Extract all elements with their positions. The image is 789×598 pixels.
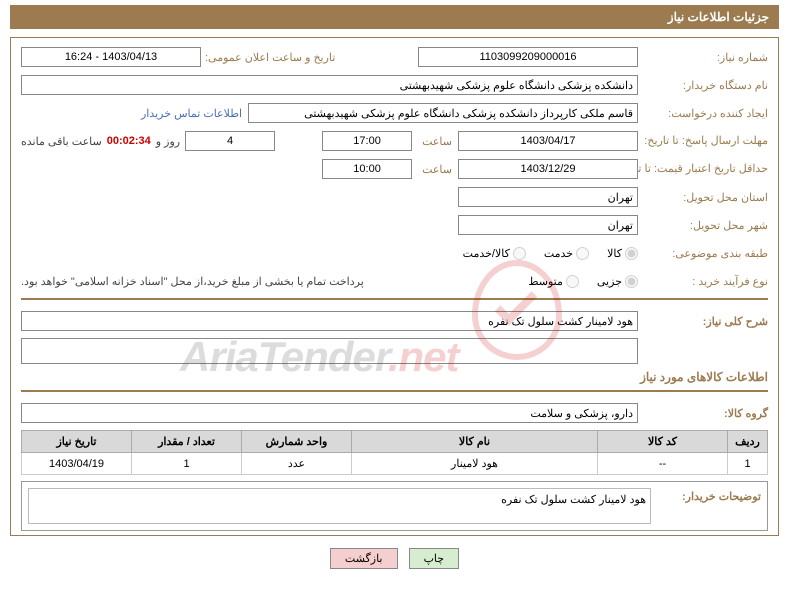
- items-table: ردیفکد کالانام کالاواحد شمارشتعداد / مقد…: [21, 430, 768, 475]
- divider-2: [21, 390, 768, 392]
- requester-value: قاسم ملکی کارپرداز دانشکده پزشکی دانشگاه…: [248, 103, 638, 123]
- table-cell: هود لامینار: [352, 453, 598, 475]
- need-no-value: 1103099209000016: [418, 47, 638, 67]
- table-cell: 1: [132, 453, 242, 475]
- category-label: طبقه بندی موضوعی:: [638, 247, 768, 260]
- divider-1: [21, 298, 768, 300]
- need-no-label: شماره نیاز:: [638, 51, 768, 64]
- remaining-label: ساعت باقی مانده: [21, 135, 102, 148]
- table-row: 1--هود لامینارعدد11403/04/19: [22, 453, 768, 475]
- city-value: تهران: [458, 215, 638, 235]
- details-panel: AriaTender.net شماره نیاز: 1103099209000…: [10, 37, 779, 536]
- deadline-date: 1403/04/17: [458, 131, 638, 151]
- panel-header: جزئیات اطلاعات نیاز: [10, 5, 779, 29]
- radio-goods[interactable]: کالا: [607, 247, 638, 260]
- payment-note: پرداخت تمام یا بخشی از مبلغ خرید،از محل …: [21, 275, 510, 288]
- validity-time: 10:00: [322, 159, 412, 179]
- days-and-label: روز و: [156, 135, 180, 148]
- deadline-time: 17:00: [322, 131, 412, 151]
- time-label-2: ساعت: [418, 163, 452, 176]
- back-button[interactable]: بازگشت: [330, 548, 398, 569]
- table-header: ردیف: [728, 431, 768, 453]
- table-header: تاریخ نیاز: [22, 431, 132, 453]
- deadline-label: مهلت ارسال پاسخ: تا تاریخ:: [638, 134, 768, 148]
- countdown: 00:02:34: [107, 135, 151, 147]
- days-remaining: 4: [185, 131, 275, 151]
- goods-group-label: گروه کالا:: [638, 407, 768, 420]
- general-desc-extra: [21, 338, 638, 364]
- buyer-org-value: دانشکده پزشکی دانشگاه علوم پزشکی شهیدبهش…: [21, 75, 638, 95]
- buyer-notes-label: توضیحات خریدار:: [651, 488, 761, 503]
- table-header: نام کالا: [352, 431, 598, 453]
- city-label: شهر محل تحویل:: [638, 219, 768, 232]
- radio-service[interactable]: خدمت: [544, 247, 589, 260]
- radio-minor[interactable]: جزیی: [597, 275, 638, 288]
- general-desc-value: هود لامینار کشت سلول تک نفره: [21, 311, 638, 331]
- print-button[interactable]: چاپ: [409, 548, 460, 569]
- province-label: استان محل تحویل:: [638, 191, 768, 204]
- time-label-1: ساعت: [418, 135, 452, 148]
- validity-date: 1403/12/29: [458, 159, 638, 179]
- table-cell: --: [598, 453, 728, 475]
- table-header: تعداد / مقدار: [132, 431, 242, 453]
- table-header: واحد شمارش: [242, 431, 352, 453]
- province-value: تهران: [458, 187, 638, 207]
- table-cell: 1: [728, 453, 768, 475]
- announce-label: تاریخ و ساعت اعلان عمومی:: [201, 51, 335, 64]
- table-cell: عدد: [242, 453, 352, 475]
- table-header: کد کالا: [598, 431, 728, 453]
- buyer-notes-text: هود لامینار کشت سلول تک نفره: [28, 488, 651, 524]
- general-desc-label: شرح کلی نیاز:: [638, 315, 768, 328]
- validity-label: حداقل تاریخ اعتبار قیمت: تا تاریخ:: [638, 162, 768, 176]
- radio-both[interactable]: کالا/خدمت: [463, 247, 526, 260]
- requester-label: ایجاد کننده درخواست:: [638, 107, 768, 120]
- announce-value: 1403/04/13 - 16:24: [21, 47, 201, 67]
- contact-link[interactable]: اطلاعات تماس خریدار: [141, 107, 242, 120]
- radio-medium[interactable]: متوسط: [528, 275, 579, 288]
- goods-group-value: دارو، پزشکی و سلامت: [21, 403, 638, 423]
- buyer-notes-box: توضیحات خریدار: هود لامینار کشت سلول تک …: [21, 481, 768, 531]
- table-cell: 1403/04/19: [22, 453, 132, 475]
- goods-info-title: اطلاعات کالاهای مورد نیاز: [21, 370, 768, 384]
- button-row: چاپ بازگشت: [10, 548, 779, 569]
- buyer-org-label: نام دستگاه خریدار:: [638, 79, 768, 92]
- process-label: نوع فرآیند خرید :: [638, 275, 768, 288]
